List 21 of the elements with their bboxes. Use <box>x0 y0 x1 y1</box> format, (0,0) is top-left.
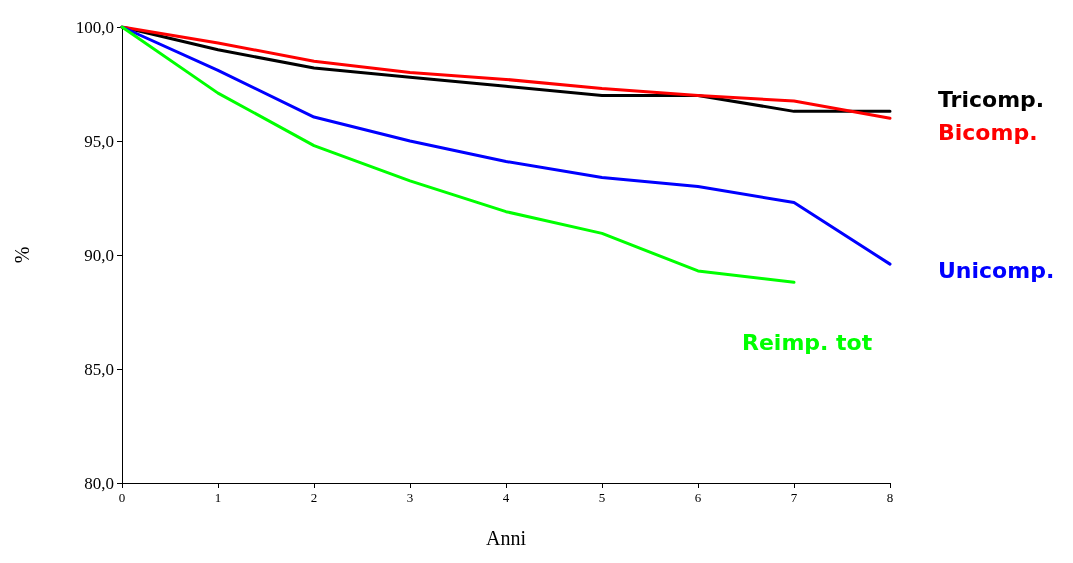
x-tick-label: 5 <box>598 490 606 505</box>
text: Tricomp. <box>938 86 1045 112</box>
text: Reimp. tot <box>742 329 873 355</box>
y-tick-label: 90,0 <box>84 245 114 265</box>
x-tick-label: 2 <box>310 490 318 505</box>
x-tick-label: 3 <box>406 490 414 505</box>
x-tick-label: 1 <box>214 490 222 505</box>
x-tick-label: 6 <box>694 490 702 505</box>
y-axis-title: % <box>11 246 33 264</box>
x-tick-label: 4 <box>502 490 510 505</box>
x-tick-label: 0 <box>118 490 126 505</box>
line-series <box>120 25 796 284</box>
y-tick-label: 95,0 <box>84 131 114 151</box>
text: Bicomp. <box>938 119 1038 145</box>
x-axis-title: Anni <box>486 527 527 549</box>
y-tick-label: 100,0 <box>75 17 114 37</box>
x-tick-label: 8 <box>886 490 894 505</box>
y-tick-label: 80,0 <box>84 473 114 493</box>
y-tick-label: 85,0 <box>84 359 114 379</box>
x-tick-label: 7 <box>790 490 798 505</box>
text: Unicomp. <box>938 257 1055 283</box>
